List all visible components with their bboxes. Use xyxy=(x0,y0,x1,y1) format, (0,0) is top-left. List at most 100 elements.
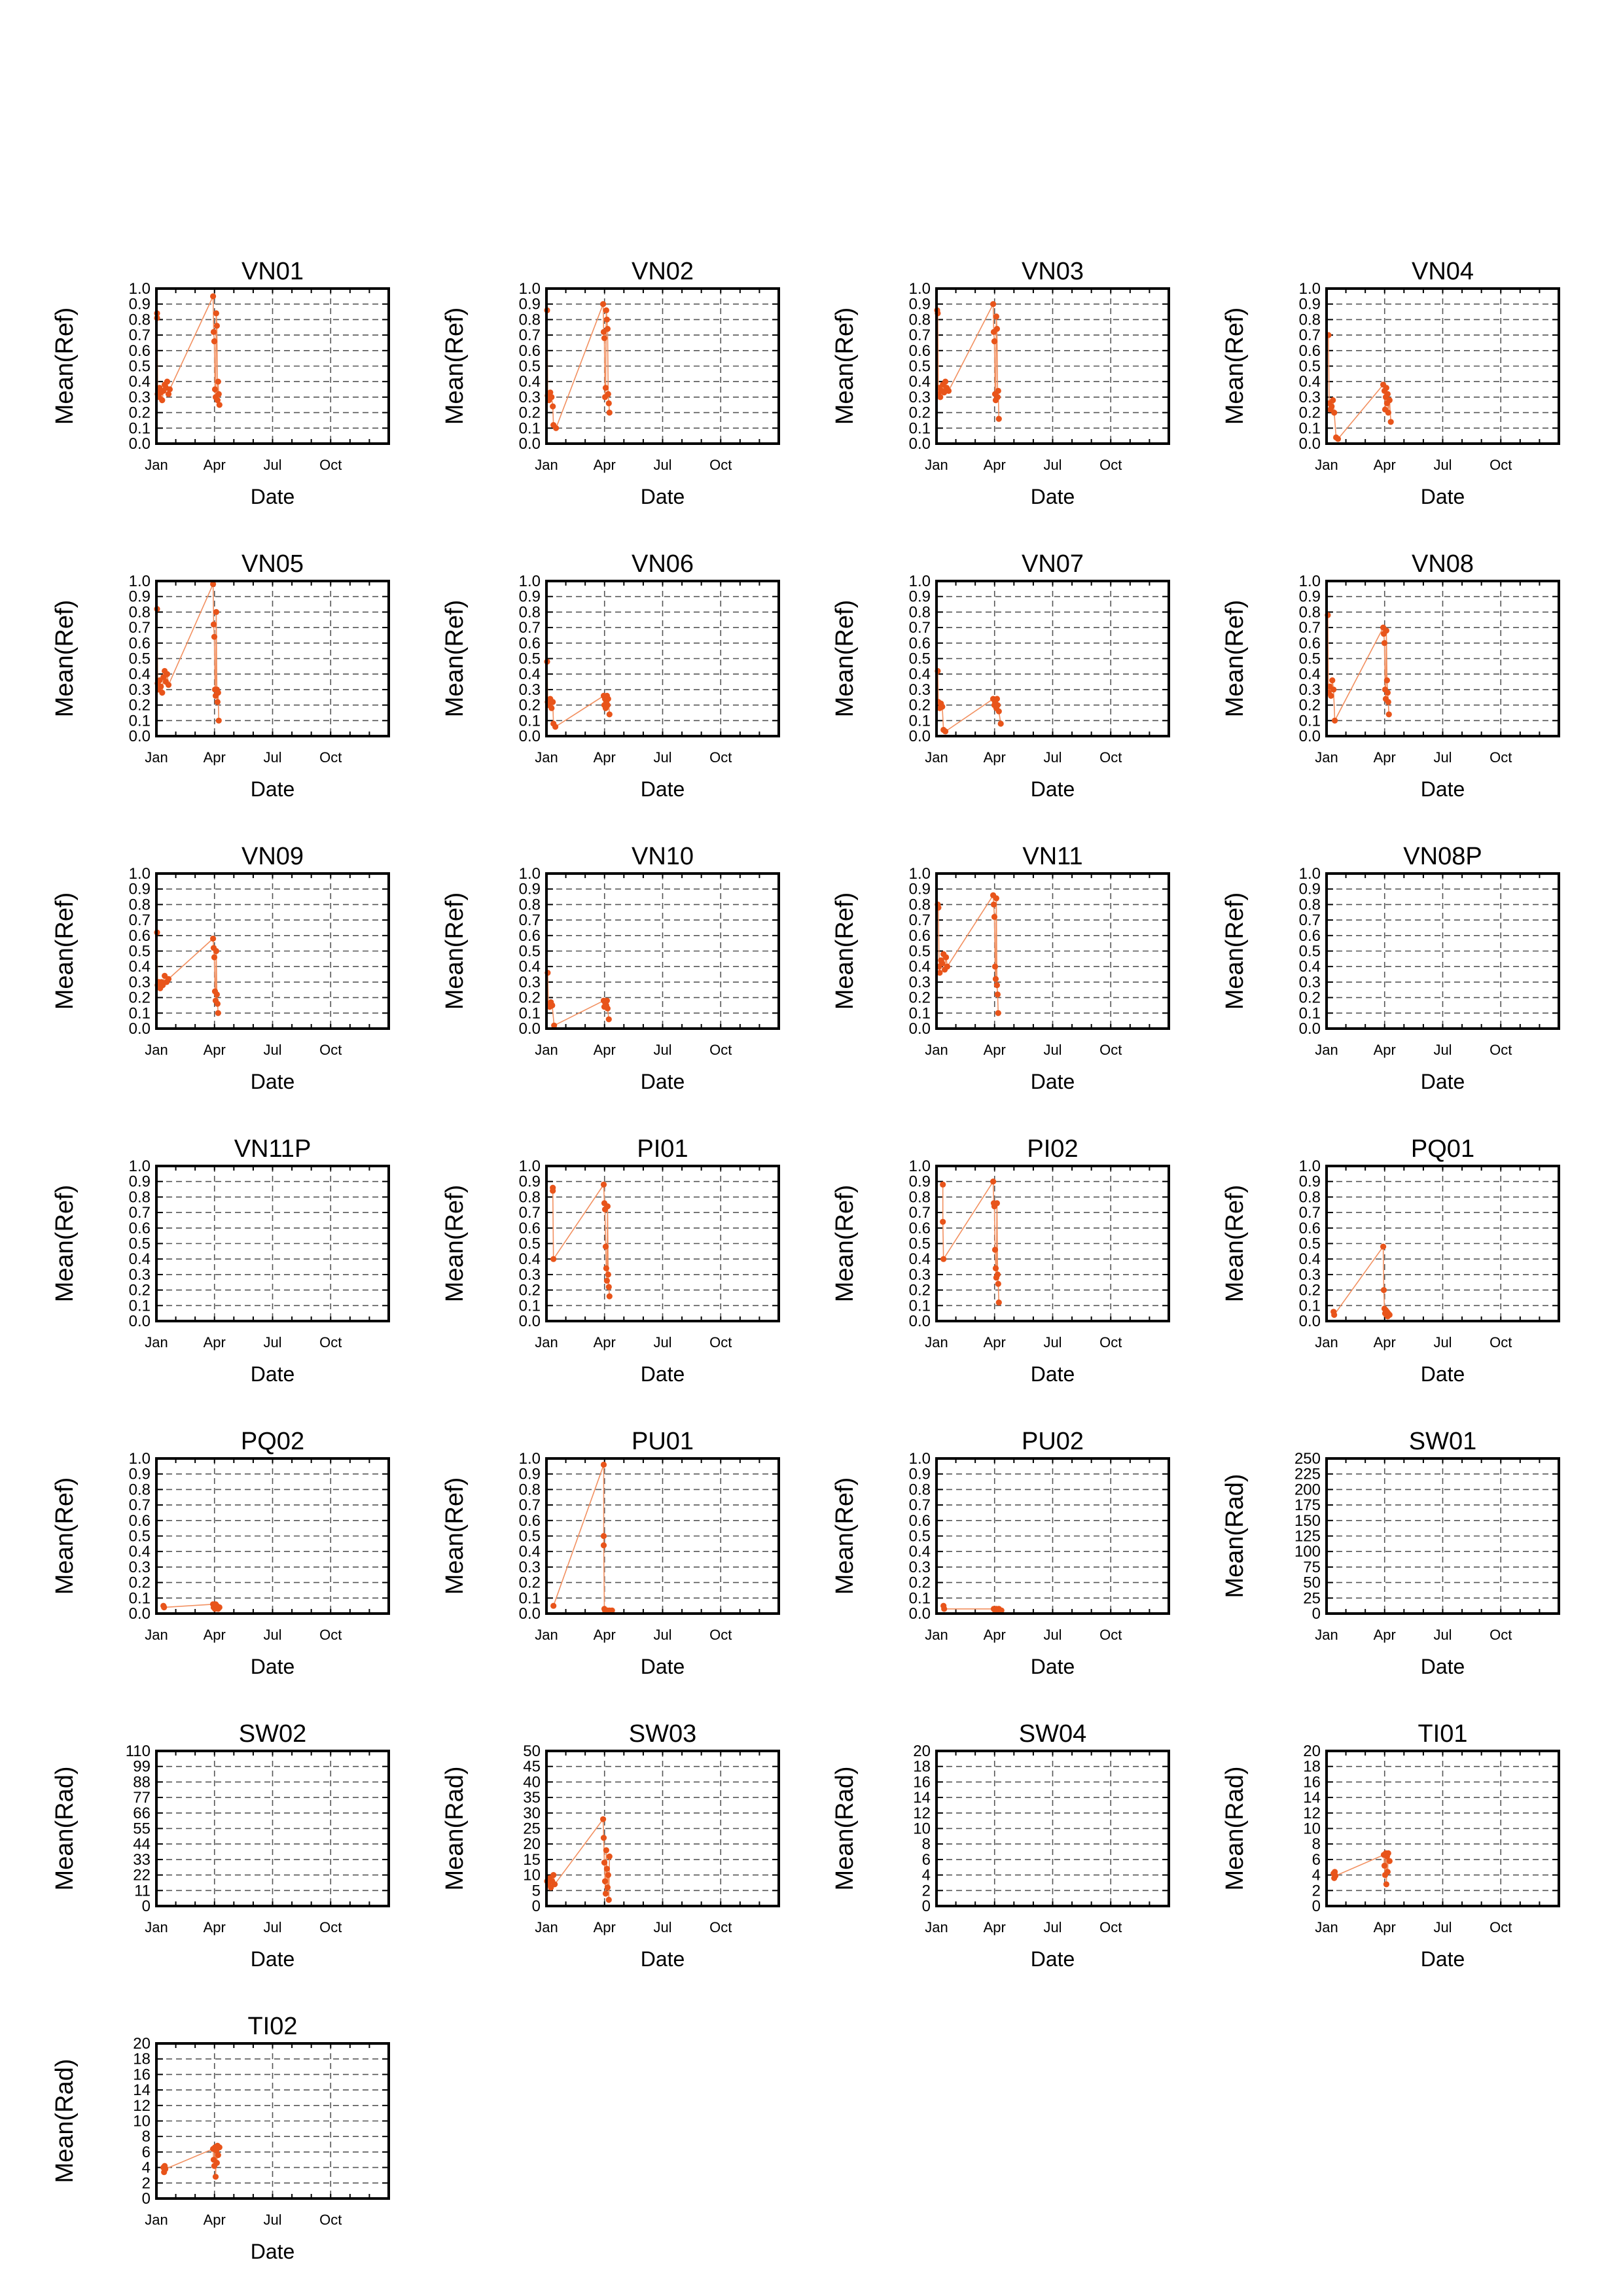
data-point xyxy=(552,724,559,730)
data-point xyxy=(600,1532,607,1540)
y-axis-label: Mean(Rad) xyxy=(1221,1766,1249,1890)
y-tick-label: 1.0 xyxy=(909,280,931,298)
data-point xyxy=(210,293,217,300)
data-point xyxy=(944,963,951,970)
y-axis-label: Mean(Ref) xyxy=(51,1477,79,1595)
y-tick-label: 20 xyxy=(1303,1742,1321,1760)
series-line xyxy=(156,584,220,721)
y-tick-label: 0.1 xyxy=(519,1297,541,1315)
y-tick-label: 100 xyxy=(1294,1543,1321,1561)
y-tick-label: 0.6 xyxy=(909,342,931,360)
x-tick-label: Oct xyxy=(709,1919,732,1935)
x-tick-label: Oct xyxy=(1099,1042,1122,1058)
y-tick-label: 0.6 xyxy=(1299,635,1321,652)
y-tick-label: 0.0 xyxy=(909,728,931,745)
data-point xyxy=(995,1299,1002,1306)
chart-panel-pq01: PQ01 0.00.10.20.30.40.50.60.70.80.91.0 Jan… xyxy=(1221,1135,1560,1386)
x-tick-label: Jul xyxy=(1433,1627,1452,1643)
y-tick-label: 0.0 xyxy=(1299,1020,1321,1038)
data-point xyxy=(1383,627,1389,634)
x-tick-label: Jul xyxy=(1043,1334,1061,1351)
y-tick-label: 0.4 xyxy=(519,665,541,683)
y-tick-label: 0.7 xyxy=(129,911,151,929)
series-line xyxy=(937,893,999,1014)
data-point xyxy=(1328,692,1334,699)
y-tick-label: 0.8 xyxy=(1299,1188,1321,1206)
chart-title: PU02 xyxy=(1022,1428,1084,1455)
data-point xyxy=(162,2166,169,2172)
data-point xyxy=(602,1243,609,1250)
data-point xyxy=(993,313,999,320)
y-tick-label: 0.8 xyxy=(1299,896,1321,913)
series-line xyxy=(1332,1853,1391,1884)
chart-title: VN07 xyxy=(1022,550,1084,578)
x-axis-label: Date xyxy=(251,1070,295,1093)
y-tick-label: 0.3 xyxy=(1299,681,1321,699)
x-tick-label: Jan xyxy=(145,1919,168,1935)
y-tick-label: 0.6 xyxy=(519,1220,541,1237)
y-axis-label: Mean(Ref) xyxy=(441,1185,469,1303)
y-tick-label: 0.5 xyxy=(1299,1235,1321,1253)
data-point xyxy=(609,1607,615,1614)
y-tick-label: 0.3 xyxy=(129,1559,151,1576)
x-tick-label: Apr xyxy=(984,457,1006,473)
data-point xyxy=(995,387,1001,395)
data-point xyxy=(603,1865,611,1872)
y-tick-label: 2 xyxy=(1312,1882,1321,1899)
x-tick-label: Jan xyxy=(925,1919,948,1935)
data-point xyxy=(216,2144,223,2151)
x-tick-label: Jan xyxy=(925,749,948,766)
y-tick-label: 25 xyxy=(523,1820,541,1838)
y-tick-label: 0.6 xyxy=(519,342,541,360)
y-axis-label: Mean(Ref) xyxy=(1221,1185,1249,1303)
y-tick-label: 0.5 xyxy=(519,943,541,961)
x-tick-label: Oct xyxy=(1489,457,1512,473)
data-point xyxy=(549,1002,556,1009)
data-point xyxy=(550,403,556,410)
x-tick-label: Jul xyxy=(1043,1042,1061,1058)
chart-panel-pu01: PU01 0.00.10.20.30.40.50.60.70.80.91.0 Jan… xyxy=(441,1428,780,1678)
data-point xyxy=(158,683,164,690)
y-tick-label: 0.0 xyxy=(519,1313,541,1330)
chart-panel-vn09: VN09 0.00.10.20.30.40.50.60.70.80.91.0 Jan… xyxy=(51,843,390,1093)
x-tick-label: Apr xyxy=(204,2212,226,2228)
data-point xyxy=(937,394,944,400)
y-tick-label: 0.6 xyxy=(1299,342,1321,360)
x-axis-label: Date xyxy=(641,485,685,508)
x-axis-label: Date xyxy=(641,1362,685,1386)
y-tick-label: 0.0 xyxy=(909,1605,931,1623)
axes-frame xyxy=(935,287,1170,445)
chart-title: SW01 xyxy=(1409,1428,1476,1455)
y-tick-label: 0.0 xyxy=(129,435,151,453)
y-tick-label: 0.3 xyxy=(519,389,541,406)
data-point xyxy=(210,328,217,335)
chart-panel-pi01: PI01 0.00.10.20.30.40.50.60.70.80.91.0 Jan… xyxy=(441,1135,780,1386)
data-point xyxy=(600,301,607,308)
data-point xyxy=(602,385,609,391)
chart-title: VN06 xyxy=(632,550,694,578)
chart-panel-pq02: PQ02 0.00.10.20.30.40.50.60.70.80.91.0 Jan… xyxy=(51,1428,390,1678)
y-tick-label: 35 xyxy=(523,1789,541,1807)
y-tick-label: 16 xyxy=(1303,1773,1321,1791)
data-point xyxy=(604,1203,611,1210)
x-tick-label: Jul xyxy=(263,1919,281,1935)
data-point xyxy=(939,960,946,967)
y-tick-label: 1.0 xyxy=(519,1450,541,1468)
y-tick-label: 0.5 xyxy=(129,943,151,961)
y-tick-label: 10 xyxy=(523,1867,541,1884)
x-axis-label: Date xyxy=(641,777,685,801)
y-tick-label: 0.0 xyxy=(909,435,931,453)
y-tick-label: 0.2 xyxy=(519,1282,541,1299)
y-tick-label: 0.5 xyxy=(519,1235,541,1253)
y-tick-label: 44 xyxy=(133,1835,151,1853)
y-tick-label: 77 xyxy=(133,1789,151,1807)
data-point xyxy=(213,609,219,616)
axes-frame xyxy=(155,1457,390,1615)
x-tick-label: Apr xyxy=(594,457,616,473)
y-tick-label: 0.4 xyxy=(1299,665,1321,683)
y-tick-label: 0.0 xyxy=(129,1605,151,1623)
x-axis-label: Date xyxy=(1031,1655,1075,1678)
